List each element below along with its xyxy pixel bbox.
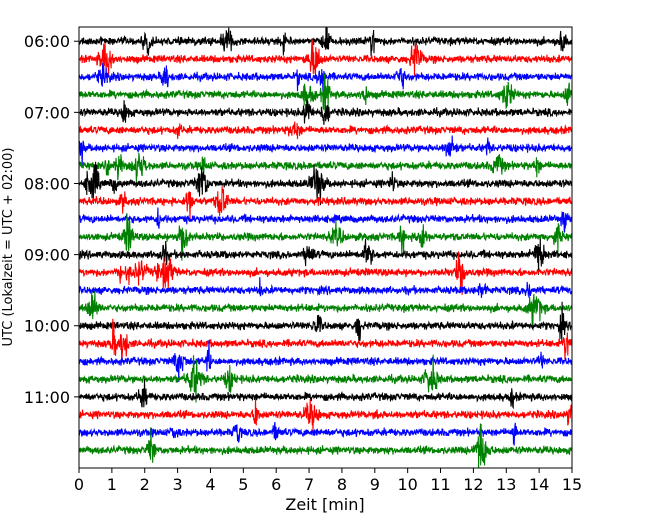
seismogram-trace [79, 398, 572, 433]
seismogram-trace [79, 100, 572, 125]
seismogram-trace [79, 213, 572, 261]
seismogram-trace [79, 290, 572, 327]
x-tick-label: 13 [496, 475, 516, 494]
seismogram-trace [79, 339, 572, 383]
y-tick-label: 06:00 [24, 32, 70, 51]
x-tick-label: 0 [74, 475, 84, 494]
seismogram-trace [79, 277, 572, 298]
x-tick-label: 10 [397, 475, 417, 494]
seismogram-trace [79, 421, 572, 446]
x-tick-label: 9 [370, 475, 380, 494]
plot-frame [78, 26, 573, 469]
x-tick-label: 3 [173, 475, 183, 494]
y-axis: 06:00 07:00 08:00 09:00 10:00 11:00 [24, 32, 79, 407]
x-tick-label: 15 [562, 475, 582, 494]
x-tick-label: 7 [304, 475, 314, 494]
x-tick-label: 6 [271, 475, 281, 494]
seismogram-trace [79, 301, 572, 344]
x-tick-label: 14 [529, 475, 549, 494]
seismogram-trace [79, 354, 572, 403]
y-tick-label: 08:00 [24, 174, 70, 193]
seismogram-trace [79, 423, 572, 468]
y-tick-label: 11:00 [24, 388, 70, 407]
seismogram-trace [79, 38, 572, 77]
seismogram-trace [79, 121, 572, 140]
seismogram-trace [79, 152, 572, 183]
seismogram-trace [79, 251, 572, 296]
seismogram-trace [79, 318, 572, 362]
x-tick-label: 4 [205, 475, 215, 494]
seismogram-trace [79, 238, 572, 275]
y-tick-label: 09:00 [24, 246, 70, 265]
seismogram-trace [79, 379, 572, 410]
y-tick-label: 07:00 [24, 103, 70, 122]
seismogram-trace [79, 27, 572, 57]
seismogram-trace [79, 186, 572, 222]
seismogram-trace [79, 207, 572, 233]
x-tick-label: 5 [238, 475, 248, 494]
seismogram-trace [79, 161, 572, 206]
x-tick-label: 2 [140, 475, 150, 494]
seismogram-trace [79, 135, 572, 167]
x-axis-label: Zeit [min] [285, 495, 364, 514]
x-tick-label: 11 [430, 475, 450, 494]
seismogram-traces [79, 27, 572, 468]
x-axis: 0 1 2 3 4 5 6 7 8 9 10 11 12 13 14 15 [74, 468, 582, 494]
y-tick-label: 10:00 [24, 317, 70, 336]
seismogram-trace [79, 73, 572, 114]
y-axis-label: UTC (Lokalzeit = UTC + 02:00) [1, 148, 16, 347]
x-tick-label: 1 [107, 475, 117, 494]
x-tick-label: 8 [337, 475, 347, 494]
x-tick-label: 12 [463, 475, 483, 494]
